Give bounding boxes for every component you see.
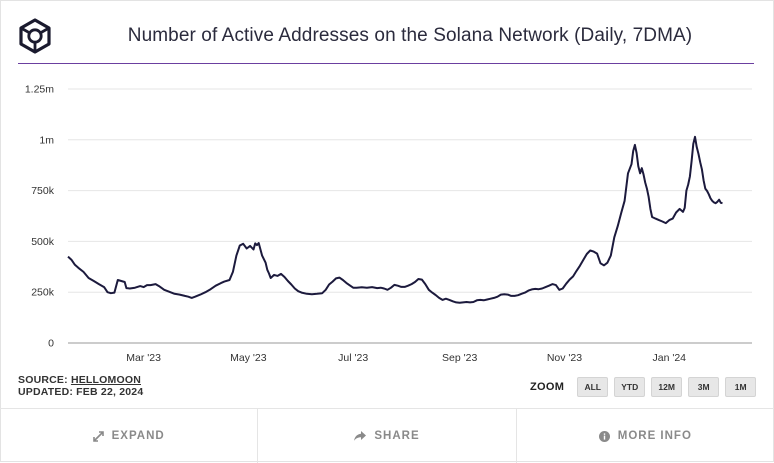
expand-icon xyxy=(92,430,104,442)
chart-header: Number of Active Addresses on the Solana… xyxy=(0,0,774,64)
x-tick-label: Sep '23 xyxy=(442,352,477,364)
zoom-12m-button[interactable]: 12M xyxy=(651,377,683,397)
footer-actions: EXPAND SHARE MORE INFO xyxy=(0,408,774,463)
grid-lines xyxy=(68,88,752,293)
share-icon xyxy=(354,431,367,441)
x-tick-label: Nov '23 xyxy=(547,352,582,364)
source-prefix: SOURCE: xyxy=(18,374,71,386)
zoom-all-button[interactable]: ALL xyxy=(577,377,609,397)
cube-logo-icon xyxy=(19,18,51,54)
y-tick-label: 1.25m xyxy=(25,84,54,96)
y-tick-label: 1m xyxy=(39,134,54,146)
source-line: SOURCE: HELLOMOON xyxy=(18,374,143,386)
x-tick-label: Jul '23 xyxy=(338,352,368,364)
more-info-button[interactable]: MORE INFO xyxy=(517,409,774,463)
share-button[interactable]: SHARE xyxy=(258,409,517,463)
zoom-3m-button[interactable]: 3M xyxy=(688,377,720,397)
source-link[interactable]: HELLOMOON xyxy=(70,374,141,386)
y-axis-labels: 0 250k 500k 750k 1m 1.25m xyxy=(25,84,55,350)
x-tick-label: Mar '23 xyxy=(126,352,161,364)
zoom-1m-button[interactable]: 1M xyxy=(725,377,757,397)
active-addresses-line[interactable] xyxy=(67,135,723,304)
zoom-controls: ZOOM ALL YTD 12M 3M 1M xyxy=(530,376,757,398)
x-tick-label: May '23 xyxy=(230,352,267,364)
header-divider xyxy=(18,63,754,64)
info-icon xyxy=(598,430,610,442)
zoom-label: ZOOM xyxy=(530,381,565,393)
x-axis-labels: Mar '23 May '23 Jul '23 Sep '23 Nov '23 Jan '… xyxy=(126,352,686,364)
chart-title: Number of Active Addresses on the Solana… xyxy=(127,25,693,46)
y-tick-label: 0 xyxy=(48,338,54,350)
zoom-ytd-button[interactable]: YTD xyxy=(614,377,646,397)
chart-meta: SOURCE: HELLOMOON UPDATED: FEB 22, 2024 xyxy=(18,374,143,398)
line-chart[interactable]: 0 250k 500k 750k 1m 1.25m Mar '23 May '23 Jul '… xyxy=(0,64,774,370)
y-tick-label: 500k xyxy=(31,236,55,248)
share-label: SHARE xyxy=(374,430,420,442)
expand-label: EXPAND xyxy=(111,430,165,442)
x-tick-label: Jan '24 xyxy=(652,352,686,364)
updated-date: UPDATED: FEB 22, 2024 xyxy=(18,386,144,398)
more-info-label: MORE INFO xyxy=(617,430,692,442)
y-tick-label: 250k xyxy=(31,287,55,299)
expand-button[interactable]: EXPAND xyxy=(0,409,259,463)
y-tick-label: 750k xyxy=(31,185,55,197)
